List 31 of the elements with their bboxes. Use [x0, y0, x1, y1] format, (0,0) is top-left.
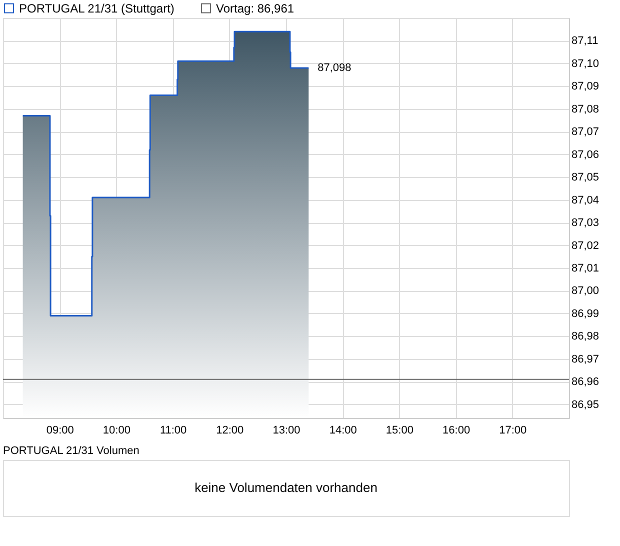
x-tick-label: 16:00 — [442, 424, 470, 436]
y-tick-label: 87,07 — [572, 126, 600, 138]
y-tick-label: 87,03 — [572, 217, 600, 230]
x-tick-label: 09:00 — [46, 424, 74, 436]
text: keine Volumendaten vorhanden — [194, 480, 378, 495]
y-tick-label: 87,09 — [572, 80, 600, 93]
x-tick-label: 13:00 — [272, 424, 300, 436]
legend-label: Vortag: 86,961 — [216, 1, 294, 16]
x-tick-label: 15:00 — [386, 424, 414, 436]
y-tick-label: 87,04 — [572, 194, 600, 206]
y-tick-label: 87,01 — [572, 262, 600, 274]
y-tick-label: 86,98 — [572, 330, 600, 343]
y-tick-label: 86,97 — [572, 353, 600, 366]
y-tick-label: 87,00 — [572, 285, 600, 298]
y-tick-label: 86,96 — [572, 376, 600, 388]
x-tick-label: 10:00 — [102, 424, 130, 436]
y-tick-label: 87,05 — [572, 172, 600, 184]
x-tick-label: 12:00 — [216, 424, 244, 436]
x-tick-label: 14:00 — [329, 424, 357, 436]
text: PORTUGAL 21/31 Volumen — [3, 445, 140, 457]
y-tick-label: 87,08 — [572, 103, 600, 116]
annotation: 87,098 — [318, 62, 352, 74]
x-tick-label: 11:00 — [160, 424, 187, 436]
x-tick-label: 17:00 — [499, 424, 527, 436]
y-tick-label: 87,11 — [572, 35, 598, 48]
y-tick-label: 87,06 — [572, 148, 600, 161]
y-tick-label: 87,02 — [572, 240, 600, 252]
legend-label: PORTUGAL 21/31 (Stuttgart) — [19, 1, 174, 16]
y-tick-label: 86,95 — [572, 398, 600, 411]
y-tick-label: 86,99 — [572, 308, 600, 320]
y-tick-label: 87,10 — [572, 58, 600, 70]
